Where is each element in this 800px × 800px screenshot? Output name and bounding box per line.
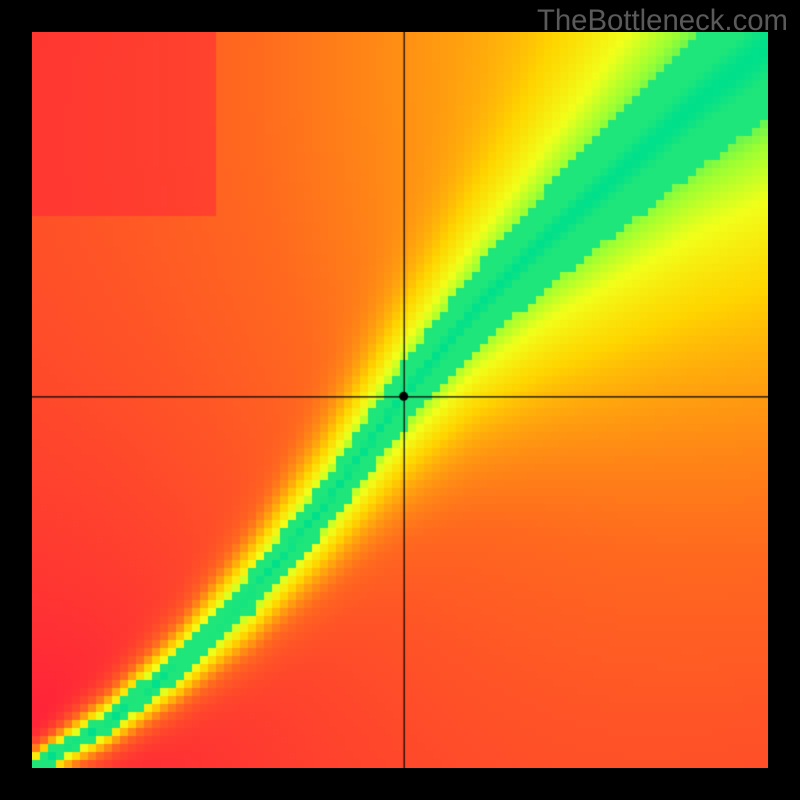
watermark-text: TheBottleneck.com: [537, 4, 788, 38]
crosshair-overlay: [32, 32, 768, 768]
chart-frame: TheBottleneck.com: [0, 0, 800, 800]
